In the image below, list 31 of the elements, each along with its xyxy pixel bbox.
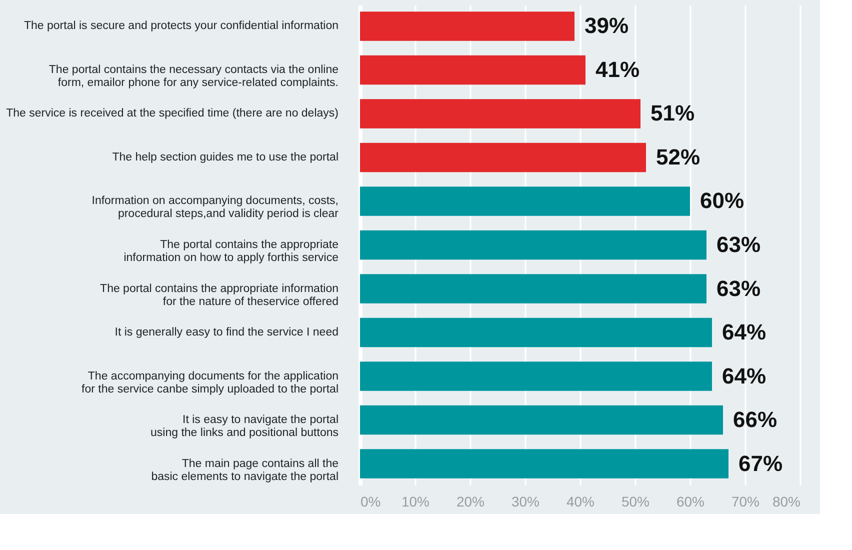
y-tick-label: The accompanying documents for the application for the service canbe simply uploaded to the portal: [82, 370, 338, 396]
x-tick-label: 80%: [772, 494, 800, 510]
data-label: 63%: [716, 276, 761, 301]
data-label: 63%: [716, 232, 761, 257]
y-tick-label: The main page contains all the basic elements to navigate the portal: [151, 458, 338, 483]
data-label: 60%: [700, 188, 744, 214]
data-label: 64%: [722, 320, 766, 345]
x-tick-label: 20%: [456, 494, 485, 510]
data-label: 52%: [656, 144, 700, 170]
x-tick-label: 50%: [621, 494, 650, 510]
y-tick-label: Information on accompanying documents, costs, procedural steps,and validity period is clear: [92, 195, 339, 220]
y-tick-label: The service is received at the specified time (there are no delays): [6, 108, 339, 120]
x-tick-label: 0%: [360, 494, 381, 510]
x-tick-label: 60%: [676, 494, 705, 510]
y-tick-label: The portal is secure and protects your confidential information: [24, 20, 338, 32]
y-tick-label: It is easy to navigate the portal using the links and positional buttons: [150, 414, 339, 440]
data-label: 66%: [733, 407, 778, 432]
x-tick-label: 70%: [731, 494, 760, 510]
data-label: 64%: [722, 363, 766, 388]
data-label: 67%: [738, 450, 783, 476]
data-label: 39%: [584, 13, 629, 38]
data-label: 51%: [650, 100, 695, 126]
x-tick-label: 10%: [401, 494, 430, 510]
data-label: 41%: [596, 56, 640, 82]
y-tick-label: The portal contains the appropriate information on how to apply forthis service: [124, 239, 338, 264]
y-tick-label: The help section guides me to use the portal: [112, 151, 338, 164]
y-tick-label: It is generally easy to find the service I need: [114, 326, 338, 339]
y-tick-label: The portal contains the appropriate information for the nature of theservice offered: [100, 282, 338, 308]
x-tick-label: 40%: [566, 494, 595, 510]
x-tick-label: 30%: [511, 494, 540, 510]
y-tick-label: The portal contains the necessary contacts via the online form, emailor phone for any service-related complaints.: [48, 64, 338, 89]
